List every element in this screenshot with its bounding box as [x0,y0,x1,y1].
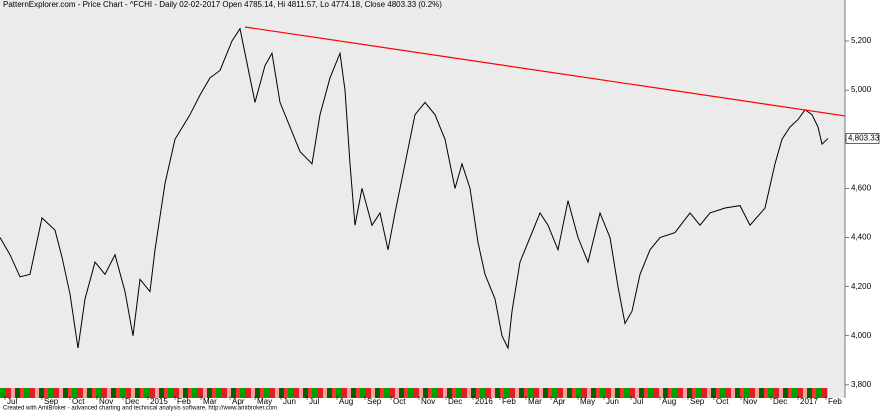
x-tick-label: Sep [690,397,705,406]
indicator-strip [0,388,828,398]
x-tick-label: Feb [828,397,842,406]
x-tick-label: Apr [553,397,566,406]
x-tick-label: Jun [606,397,619,406]
y-tick-label: 5,000 [851,85,872,94]
x-tick-label: Dec [448,397,462,406]
x-tick-label: Nov [99,397,113,406]
x-tick-label: Feb [177,397,191,406]
x-tick-label: Jul [633,397,643,406]
x-tick-label: Dec [773,397,787,406]
y-tick-label: 4,400 [851,233,872,242]
x-tick-label: 2016 [475,397,493,406]
trend-line [244,26,846,117]
y-tick-label: 3,800 [851,380,872,389]
chart-title: PatternExplorer.com - Price Chart - ^FCH… [3,0,442,9]
x-tick-label: Apr [232,397,245,406]
price-line [0,27,829,350]
x-tick-label: Jul [309,397,319,406]
x-tick-label: Jul [7,397,17,406]
x-tick-label: Aug [339,397,353,406]
x-tick-label: Sep [44,397,59,406]
x-tick-label: Dec [125,397,139,406]
x-tick-label: May [580,397,595,406]
x-tick-label: Oct [72,397,85,406]
x-tick-label: 2015 [150,397,168,406]
x-tick-label: Jun [283,397,296,406]
last-value-box [845,133,880,144]
x-tick-label: Nov [743,397,757,406]
y-tick-label: 5,200 [851,36,872,45]
x-tick-label: Nov [421,397,435,406]
y-tick-label: 4,200 [851,282,872,291]
y-tick-label: 4,000 [851,331,872,340]
x-tick-label: Sep [367,397,382,406]
x-tick-label: Mar [528,397,542,406]
x-tick-label: Oct [393,397,406,406]
last-value-label: 4,803.33 [848,134,880,143]
x-tick-label: 2017 [800,397,818,406]
y-tick-label: 4,600 [851,184,872,193]
x-tick-label: Oct [716,397,729,406]
x-tick-label: Feb [502,397,516,406]
plot-area [0,0,845,398]
x-tick-label: May [257,397,272,406]
footer: Created with AmiBroker - advanced charti… [3,406,277,412]
x-tick-label: Aug [662,397,676,406]
x-tick-label: Mar [203,397,217,406]
